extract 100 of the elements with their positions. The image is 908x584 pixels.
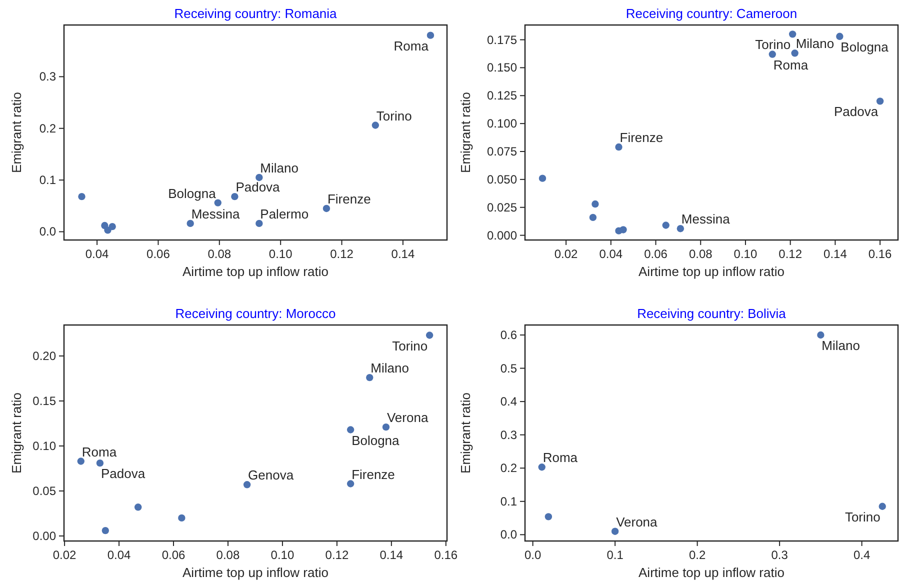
chart-title: Receiving country: Romania — [174, 6, 338, 21]
y-tick-label: 0.6 — [500, 328, 518, 342]
annotation: Milano — [260, 160, 298, 176]
y-axis-title: Emigrant ratio — [458, 92, 473, 173]
point — [662, 222, 670, 229]
point — [426, 32, 434, 39]
point — [611, 528, 619, 535]
y-tick-label: 0.150 — [486, 60, 518, 75]
point — [878, 502, 886, 510]
annotation: Roma — [773, 57, 809, 72]
x-tick-label: 0.10 — [268, 247, 293, 261]
point — [186, 220, 194, 228]
x-tick-label: 0.08 — [216, 548, 240, 562]
chart-title: Receiving country: Morocco — [175, 306, 336, 321]
x-tick-label: 0.0 — [524, 548, 542, 562]
point — [589, 214, 597, 222]
annotation: Roma — [542, 450, 578, 466]
x-tick-label: 0.02 — [554, 247, 578, 261]
point — [620, 226, 627, 234]
x-tick-label: 0.12 — [330, 247, 354, 261]
point — [836, 32, 844, 40]
annotation: Firenze — [620, 130, 664, 146]
x-axis-title: Airtime top up inflow ratio — [638, 565, 784, 580]
annotation: Genova — [248, 468, 294, 483]
y-tick-label: 0.125 — [486, 88, 518, 103]
point — [256, 174, 263, 182]
y-tick-label: 0.000 — [486, 228, 518, 242]
point — [817, 331, 824, 339]
annotation: Padova — [236, 180, 281, 195]
y-axis-title: Emigrant ratio — [458, 392, 473, 474]
x-tick-label: 0.12 — [778, 247, 802, 261]
annotation: Palermo — [260, 206, 309, 222]
point — [256, 220, 263, 228]
point — [243, 481, 251, 488]
x-tick-label: 0.06 — [162, 548, 186, 562]
point — [382, 423, 390, 431]
point — [426, 332, 434, 339]
y-tick-label: 0.15 — [32, 394, 56, 408]
y-tick-label: 0.100 — [486, 116, 518, 131]
y-tick-label: 0.075 — [486, 144, 518, 158]
point — [676, 225, 684, 232]
point — [231, 192, 238, 200]
y-tick-label: 0.1 — [500, 494, 518, 508]
x-axis-title: Airtime top up inflow ratio — [182, 264, 328, 279]
x-tick-label: 0.1 — [606, 548, 624, 562]
x-tick-label: 0.06 — [644, 247, 668, 261]
annotation: Torino — [392, 338, 428, 354]
x-tick-label: 0.04 — [85, 247, 110, 261]
y-tick-label: 0.20 — [32, 348, 56, 363]
point — [372, 122, 380, 129]
point — [346, 480, 354, 488]
annotation: Bologna — [168, 186, 217, 201]
point — [615, 143, 622, 151]
annotation: Verona — [616, 514, 658, 530]
y-tick-label: 0.5 — [500, 361, 518, 376]
annotation: Roma — [394, 38, 430, 54]
y-tick-label: 0.10 — [32, 438, 56, 453]
chart-title: Receiving country: Bolivia — [637, 306, 787, 321]
x-tick-label: 0.14 — [824, 247, 848, 261]
annotation: Padova — [100, 466, 146, 482]
x-tick-label: 0.14 — [391, 247, 415, 261]
x-tick-label: 0.3 — [771, 548, 788, 562]
point — [346, 426, 354, 434]
point — [102, 526, 110, 534]
annotation: Bologna — [352, 432, 400, 448]
x-tick-label: 0.06 — [146, 247, 170, 261]
point — [108, 222, 116, 230]
x-tick-label: 0.12 — [325, 548, 349, 562]
annotation: Milano — [370, 360, 409, 376]
point — [544, 513, 552, 520]
annotation: Roma — [82, 444, 118, 460]
x-tick-label: 0.16 — [868, 247, 892, 261]
x-tick-label: 0.08 — [208, 247, 232, 261]
y-tick-label: 0.05 — [32, 484, 56, 498]
point — [366, 374, 374, 382]
x-tick-label: 0.2 — [688, 548, 706, 562]
annotation: Firenze — [327, 191, 371, 206]
point — [134, 504, 142, 511]
chart-title: Receiving country: Cameroon — [626, 6, 798, 21]
x-tick-label: 0.04 — [599, 247, 623, 261]
point — [592, 200, 599, 208]
point — [77, 458, 84, 465]
y-tick-label: 0.0 — [500, 528, 518, 542]
annotation: Messina — [681, 212, 731, 227]
y-tick-label: 0.025 — [486, 200, 518, 214]
y-tick-label: 0.3 — [39, 70, 56, 84]
point — [538, 174, 546, 182]
x-tick-label: 0.10 — [734, 247, 758, 261]
y-tick-label: 0.175 — [486, 32, 518, 47]
x-tick-label: 0.4 — [853, 548, 870, 562]
point — [876, 98, 884, 105]
x-axis-title: Airtime top up inflow ratio — [182, 565, 328, 580]
x-tick-label: 0.04 — [107, 548, 132, 562]
y-tick-label: 0.1 — [39, 173, 56, 188]
x-tick-label: 0.14 — [380, 548, 404, 562]
annotation: Verona — [386, 410, 429, 426]
point — [768, 50, 776, 58]
annotation: Messina — [191, 206, 241, 222]
y-axis-title: Emigrant ratio — [9, 392, 24, 474]
point — [78, 192, 86, 200]
